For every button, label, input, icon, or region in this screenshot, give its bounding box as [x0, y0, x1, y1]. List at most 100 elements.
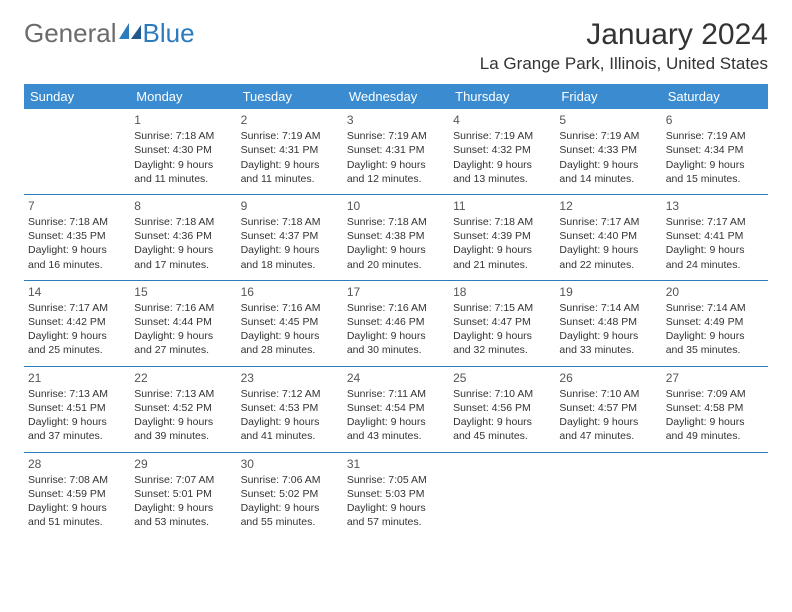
day-number: 26 — [559, 370, 657, 386]
sunset-line: Sunset: 4:42 PM — [28, 315, 126, 329]
calendar-cell: 9Sunrise: 7:18 AMSunset: 4:37 PMDaylight… — [237, 195, 343, 280]
sunrise-line: Sunrise: 7:17 AM — [666, 215, 764, 229]
calendar-cell: 3Sunrise: 7:19 AMSunset: 4:31 PMDaylight… — [343, 109, 449, 194]
sunrise-line: Sunrise: 7:13 AM — [134, 387, 232, 401]
calendar-cell: 4Sunrise: 7:19 AMSunset: 4:32 PMDaylight… — [449, 109, 555, 194]
daylight-line-2: and 33 minutes. — [559, 343, 657, 357]
daylight-line-2: and 37 minutes. — [28, 429, 126, 443]
calendar-cell: 25Sunrise: 7:10 AMSunset: 4:56 PMDayligh… — [449, 367, 555, 452]
calendar-cell: 12Sunrise: 7:17 AMSunset: 4:40 PMDayligh… — [555, 195, 661, 280]
day-number: 23 — [241, 370, 339, 386]
calendar-cell: 6Sunrise: 7:19 AMSunset: 4:34 PMDaylight… — [662, 109, 768, 194]
day-number: 2 — [241, 112, 339, 128]
sunrise-line: Sunrise: 7:15 AM — [453, 301, 551, 315]
calendar-cell: 1Sunrise: 7:18 AMSunset: 4:30 PMDaylight… — [130, 109, 236, 194]
daylight-line-1: Daylight: 9 hours — [28, 501, 126, 515]
daylight-line-1: Daylight: 9 hours — [559, 329, 657, 343]
calendar-cell: 28Sunrise: 7:08 AMSunset: 4:59 PMDayligh… — [24, 453, 130, 538]
sunset-line: Sunset: 4:53 PM — [241, 401, 339, 415]
day-number: 11 — [453, 198, 551, 214]
sunset-line: Sunset: 4:44 PM — [134, 315, 232, 329]
daylight-line-1: Daylight: 9 hours — [453, 415, 551, 429]
sunrise-line: Sunrise: 7:09 AM — [666, 387, 764, 401]
day-header: Tuesday — [237, 84, 343, 109]
sunrise-line: Sunrise: 7:19 AM — [241, 129, 339, 143]
sunrise-line: Sunrise: 7:13 AM — [28, 387, 126, 401]
daylight-line-2: and 11 minutes. — [241, 172, 339, 186]
calendar-cell: 24Sunrise: 7:11 AMSunset: 4:54 PMDayligh… — [343, 367, 449, 452]
sunset-line: Sunset: 4:35 PM — [28, 229, 126, 243]
daylight-line-1: Daylight: 9 hours — [241, 329, 339, 343]
sunset-line: Sunset: 4:31 PM — [241, 143, 339, 157]
day-number: 29 — [134, 456, 232, 472]
day-header: Friday — [555, 84, 661, 109]
sunset-line: Sunset: 4:37 PM — [241, 229, 339, 243]
month-title: January 2024 — [480, 18, 768, 52]
sunrise-line: Sunrise: 7:19 AM — [453, 129, 551, 143]
sunset-line: Sunset: 5:01 PM — [134, 487, 232, 501]
daylight-line-2: and 16 minutes. — [28, 258, 126, 272]
daylight-line-1: Daylight: 9 hours — [28, 243, 126, 257]
daylight-line-1: Daylight: 9 hours — [134, 243, 232, 257]
day-number: 17 — [347, 284, 445, 300]
calendar-cell: 19Sunrise: 7:14 AMSunset: 4:48 PMDayligh… — [555, 281, 661, 366]
day-number: 20 — [666, 284, 764, 300]
daylight-line-1: Daylight: 9 hours — [347, 243, 445, 257]
daylight-line-2: and 14 minutes. — [559, 172, 657, 186]
calendar-cell: 5Sunrise: 7:19 AMSunset: 4:33 PMDaylight… — [555, 109, 661, 194]
daylight-line-2: and 25 minutes. — [28, 343, 126, 357]
daylight-line-2: and 17 minutes. — [134, 258, 232, 272]
sunset-line: Sunset: 4:33 PM — [559, 143, 657, 157]
day-number: 30 — [241, 456, 339, 472]
sunset-line: Sunset: 4:32 PM — [453, 143, 551, 157]
sunrise-line: Sunrise: 7:14 AM — [666, 301, 764, 315]
daylight-line-2: and 55 minutes. — [241, 515, 339, 529]
sunset-line: Sunset: 5:03 PM — [347, 487, 445, 501]
sunrise-line: Sunrise: 7:19 AM — [347, 129, 445, 143]
day-number: 8 — [134, 198, 232, 214]
daylight-line-2: and 32 minutes. — [453, 343, 551, 357]
sunrise-line: Sunrise: 7:18 AM — [134, 215, 232, 229]
day-number: 12 — [559, 198, 657, 214]
calendar-cell: 27Sunrise: 7:09 AMSunset: 4:58 PMDayligh… — [662, 367, 768, 452]
daylight-line-2: and 18 minutes. — [241, 258, 339, 272]
logo: General Blue — [24, 18, 195, 49]
calendar-cell: 7Sunrise: 7:18 AMSunset: 4:35 PMDaylight… — [24, 195, 130, 280]
day-number: 24 — [347, 370, 445, 386]
calendar-cell: 14Sunrise: 7:17 AMSunset: 4:42 PMDayligh… — [24, 281, 130, 366]
calendar-cell: 22Sunrise: 7:13 AMSunset: 4:52 PMDayligh… — [130, 367, 236, 452]
sunrise-line: Sunrise: 7:08 AM — [28, 473, 126, 487]
day-number: 22 — [134, 370, 232, 386]
calendar-cell: 8Sunrise: 7:18 AMSunset: 4:36 PMDaylight… — [130, 195, 236, 280]
calendar-cell — [555, 453, 661, 538]
day-number: 14 — [28, 284, 126, 300]
calendar-cell: 16Sunrise: 7:16 AMSunset: 4:45 PMDayligh… — [237, 281, 343, 366]
sunset-line: Sunset: 4:48 PM — [559, 315, 657, 329]
day-number: 31 — [347, 456, 445, 472]
calendar-cell: 2Sunrise: 7:19 AMSunset: 4:31 PMDaylight… — [237, 109, 343, 194]
day-number: 7 — [28, 198, 126, 214]
sunrise-line: Sunrise: 7:10 AM — [453, 387, 551, 401]
daylight-line-1: Daylight: 9 hours — [241, 243, 339, 257]
calendar-cell: 10Sunrise: 7:18 AMSunset: 4:38 PMDayligh… — [343, 195, 449, 280]
sunrise-line: Sunrise: 7:18 AM — [28, 215, 126, 229]
sunrise-line: Sunrise: 7:05 AM — [347, 473, 445, 487]
sunset-line: Sunset: 5:02 PM — [241, 487, 339, 501]
daylight-line-1: Daylight: 9 hours — [559, 243, 657, 257]
sunrise-line: Sunrise: 7:19 AM — [559, 129, 657, 143]
daylight-line-1: Daylight: 9 hours — [134, 415, 232, 429]
calendar-week: 21Sunrise: 7:13 AMSunset: 4:51 PMDayligh… — [24, 367, 768, 452]
sunset-line: Sunset: 4:34 PM — [666, 143, 764, 157]
daylight-line-2: and 39 minutes. — [134, 429, 232, 443]
sunset-line: Sunset: 4:45 PM — [241, 315, 339, 329]
day-number: 25 — [453, 370, 551, 386]
sunrise-line: Sunrise: 7:06 AM — [241, 473, 339, 487]
day-number: 5 — [559, 112, 657, 128]
sunrise-line: Sunrise: 7:18 AM — [453, 215, 551, 229]
daylight-line-2: and 45 minutes. — [453, 429, 551, 443]
day-number: 18 — [453, 284, 551, 300]
day-number: 6 — [666, 112, 764, 128]
daylight-line-2: and 49 minutes. — [666, 429, 764, 443]
daylight-line-1: Daylight: 9 hours — [347, 329, 445, 343]
calendar-cell: 26Sunrise: 7:10 AMSunset: 4:57 PMDayligh… — [555, 367, 661, 452]
